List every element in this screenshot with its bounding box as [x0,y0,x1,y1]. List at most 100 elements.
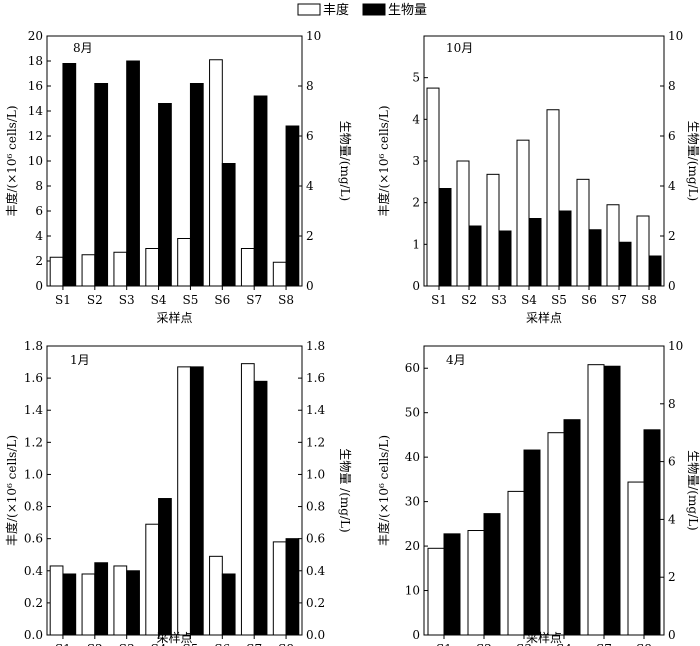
right-tick-label: 0 [668,628,676,642]
bar-abundance-S4 [547,432,565,636]
left-tick-label: 20 [405,539,420,553]
x-tick-label: S7 [596,642,612,646]
panel-month-label: 1月 [70,353,90,367]
bar-abundance-S6 [576,178,590,287]
x-tick-label: S8 [278,642,294,646]
x-tick-label: S7 [246,642,262,646]
legend-biomass-swatch [362,3,386,16]
right-tick-label: 1.6 [306,371,325,385]
x-tick-label: S1 [436,642,452,646]
x-tick-label: S3 [491,293,507,307]
bar-abundance-S8 [627,481,645,636]
plot-frame [423,345,665,636]
bar-biomass-S8 [285,538,300,636]
x-tick-label: S5 [551,293,567,307]
panel-month-label: 8月 [73,41,93,55]
right-tick-label: 4 [668,179,676,193]
bar-biomass-S8 [648,255,662,287]
bar-biomass-S3 [523,449,541,636]
right-tick-label: 1.2 [306,435,325,449]
left-tick-label: 3 [412,154,420,168]
left-tick-label: 4 [412,112,420,126]
right-tick-label: 0 [668,279,676,293]
plot-frame [46,345,303,636]
bar-biomass-S2 [94,562,109,636]
x-tick-label: S3 [119,293,135,307]
bar-biomass-S5 [558,210,572,287]
left-y-axis-label: 丰度/(×10⁶ cells/L) [4,435,19,546]
x-tick-label: S2 [87,293,103,307]
x-axis-label: 采样点 [156,630,192,645]
bar-biomass-S8 [643,429,661,636]
right-tick-label: 6 [306,129,314,143]
bar-abundance-S4 [145,248,160,287]
right-tick-label: 8 [668,79,676,93]
bar-biomass-S1 [62,63,77,287]
right-y-axis-label: 生物量/(mg/L) [686,450,700,530]
left-tick-label: 1.8 [24,339,43,353]
right-tick-label: 0.0 [306,628,325,642]
right-y-axis-label: 生物量/(mg/L) [686,121,700,201]
left-tick-label: 0.6 [24,532,43,546]
right-tick-label: 2 [668,229,676,243]
left-tick-label: 10 [405,584,420,598]
bar-biomass-S3 [498,230,512,287]
x-tick-label: S6 [581,293,597,307]
left-tick-label: 0 [412,628,420,642]
right-y-axis-label: 生物量 /(mg/L) [338,448,352,532]
x-tick-label: S1 [55,293,71,307]
right-tick-label: 2 [668,570,676,584]
left-tick-label: 0.0 [24,628,43,642]
left-tick-label: 16 [28,79,43,93]
x-axis-label: 采样点 [156,310,192,325]
left-tick-label: 1.6 [24,371,43,385]
bar-abundance-S3 [113,251,128,287]
left-tick-label: 4 [35,229,43,243]
panel-month-label: 10月 [446,41,473,55]
x-axis-label: 采样点 [526,630,562,645]
bar-abundance-S3 [507,490,525,636]
x-tick-label: S7 [611,293,627,307]
bar-abundance-S2 [467,530,485,636]
bar-biomass-S2 [94,83,109,287]
bar-abundance-S8 [272,541,287,636]
x-tick-label: S4 [521,293,537,307]
bar-biomass-S1 [438,188,452,287]
bar-abundance-S2 [81,573,96,636]
left-tick-label: 2 [35,254,43,268]
bar-biomass-S7 [253,95,268,287]
x-tick-label: S6 [214,293,230,307]
x-tick-label: S4 [151,642,167,646]
left-tick-label: 1.4 [24,403,43,417]
right-tick-label: 1.4 [306,403,325,417]
right-tick-label: 10 [668,339,683,353]
right-tick-label: 6 [668,129,676,143]
left-tick-label: 14 [28,104,44,118]
left-tick-label: 1 [412,237,420,251]
x-tick-label: S2 [87,642,103,646]
bar-biomass-S7 [603,365,621,636]
left-tick-label: 0.8 [24,500,43,514]
x-tick-label: S1 [431,293,447,307]
bar-abundance-S7 [606,204,620,287]
x-tick-label: S3 [119,642,135,646]
bar-abundance-S7 [587,364,605,636]
x-axis-label: 采样点 [526,310,562,325]
right-y-axis-label: 生物量/(mg/L) [338,121,352,201]
bar-abundance-S7 [240,363,255,636]
left-y-axis-label: 丰度/(×10⁶ cells/L) [4,105,19,216]
x-tick-label: S8 [278,293,294,307]
left-tick-label: 60 [405,361,420,375]
legend-biomass-label: 生物量 [388,3,427,18]
left-tick-label: 40 [405,450,420,464]
left-tick-label: 0.4 [24,564,43,578]
right-tick-label: 0.2 [306,596,325,610]
left-tick-label: 0.2 [24,596,43,610]
right-tick-label: 1.0 [306,467,325,481]
bar-biomass-S4 [158,103,172,287]
bar-biomass-S2 [483,513,501,636]
left-tick-label: 0 [35,279,43,293]
